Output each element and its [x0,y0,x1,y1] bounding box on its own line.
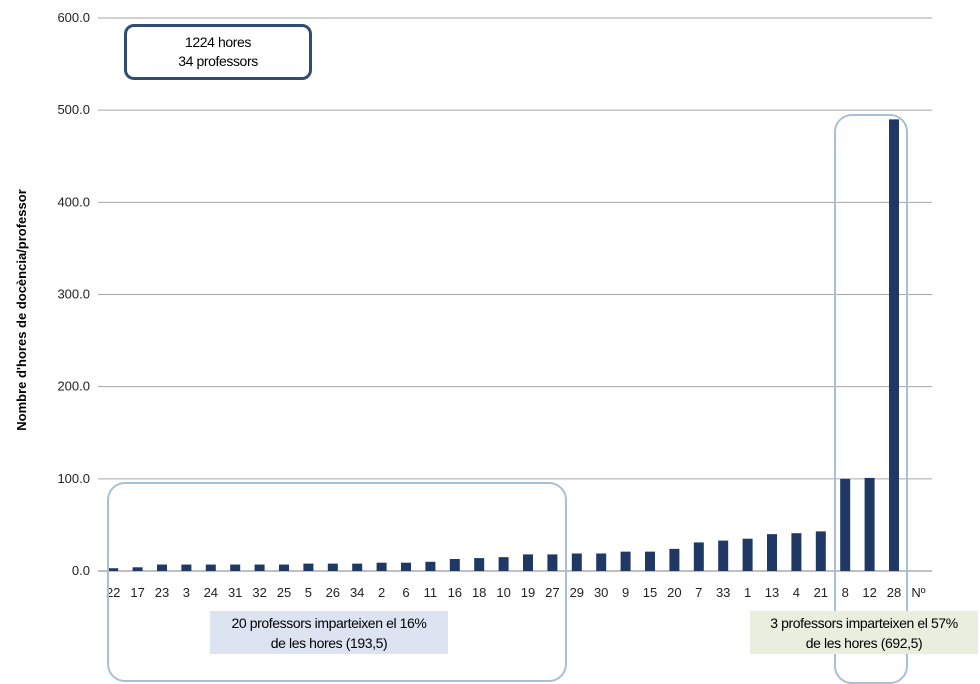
bar [840,478,851,571]
x-tick-label: 29 [570,585,584,600]
x-tick-label: 20 [667,585,681,600]
x-tick-label: 8 [842,585,849,600]
x-tick-label: 12 [862,585,876,600]
x-tick-labels: 22 17 23 3 24 31 32 25 5 26 34 2 6 11 16 18 10 19 27 29 30 9 1… [106,585,926,600]
x-tick-label: 1 [744,585,751,600]
bar [474,558,485,571]
x-tick-label: 2 [378,585,385,600]
gridlines [98,17,932,572]
high-group-line-1: 3 professors imparteixen el 57% [770,615,958,631]
x-tick-label: 31 [228,585,242,600]
bar [547,554,558,571]
x-tick-label: 16 [448,585,462,600]
x-tick-label: 3 [183,585,190,600]
y-tick-label: 400.0 [57,194,90,209]
bar [425,561,436,571]
bar [327,563,338,571]
y-tick-label: 500.0 [57,102,90,117]
y-tick-labels: 0.0 100.0 200.0 300.0 400.0 500.0 600.0 [57,10,90,578]
high-group-callout: 3 professors imparteixen el 57% de les h… [750,611,978,654]
high-group-frame [834,114,908,684]
x-tick-label: 33 [716,585,730,600]
bar [864,477,875,571]
bar [669,548,680,571]
summary-hours: 1224 hores [184,34,252,50]
y-axis-label: Nombre d'hores de docència/professor [14,189,29,430]
summary-box: 1224 hores 34 professors [124,24,312,80]
x-tick-label: 18 [472,585,486,600]
x-tick-label: 28 [887,585,901,600]
x-tick-label: 6 [402,585,409,600]
bar [791,533,802,571]
bar [157,564,167,571]
low-group-callout: 20 professors imparteixen el 16% de les … [210,611,448,654]
bars [108,119,899,571]
x-tick-label: 27 [545,585,559,600]
bar [693,542,704,571]
high-group-line-2: de les hores (692,5) [805,635,923,651]
x-tick-label: 26 [326,585,340,600]
bar [303,563,314,571]
bar [449,559,460,571]
bar [742,538,753,571]
bar [254,564,265,571]
bar [352,563,363,571]
low-group-line-1: 20 professors imparteixen el 16% [231,615,427,631]
x-tick-label: 17 [130,585,144,600]
y-tick-label: 600.0 [57,10,90,25]
bar [132,567,143,571]
y-tick-label: 300.0 [57,287,90,302]
low-group-line-2: de les hores (193,5) [270,635,388,651]
bar [401,562,411,571]
bar [230,564,241,571]
x-tick-label: 21 [814,585,828,600]
x-tick-label: 34 [350,585,364,600]
summary-professors: 34 professors [178,53,258,69]
x-tick-label: 23 [155,585,169,600]
x-tick-label: 22 [106,585,120,600]
bar [596,553,607,571]
bar [181,564,192,571]
bar [205,564,216,571]
bar [889,119,899,571]
bar [523,554,533,571]
bar [376,562,387,571]
x-tick-label: 7 [695,585,702,600]
y-tick-label: 100.0 [57,471,90,486]
x-tick-label: 13 [765,585,779,600]
bar [498,557,509,571]
x-tick-label: 9 [622,585,629,600]
x-tick-label: 15 [643,585,657,600]
x-axis-number-label: Nº [911,585,925,600]
bar [620,551,631,571]
bar [279,564,289,571]
y-tick-label: 200.0 [57,379,90,394]
x-tick-label: 4 [793,585,800,600]
bar [571,553,582,571]
x-tick-label: 30 [594,585,608,600]
bar [108,568,119,571]
x-tick-label: 5 [305,585,312,600]
x-tick-label: 10 [496,585,510,600]
bar [767,534,777,571]
x-tick-label: 32 [252,585,266,600]
bar [718,540,729,571]
x-tick-label: 24 [204,585,218,600]
x-tick-label: 19 [521,585,535,600]
y-tick-label: 0.0 [72,563,90,578]
bar [645,551,655,571]
x-tick-label: 25 [277,585,291,600]
x-tick-label: 11 [424,585,438,600]
bar [815,531,826,571]
